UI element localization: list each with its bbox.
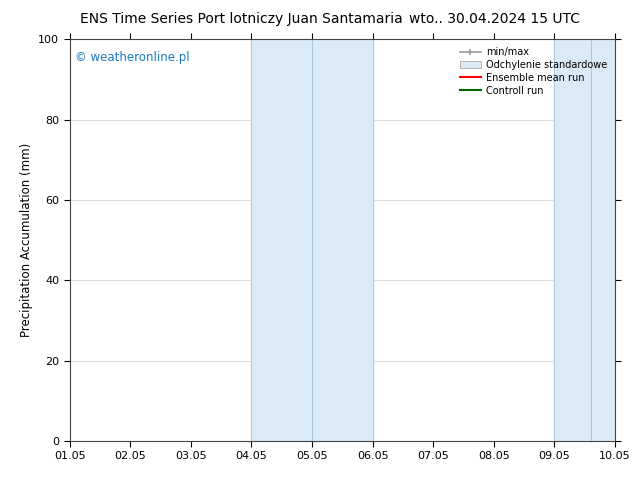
Legend: min/max, Odchylenie standardowe, Ensemble mean run, Controll run: min/max, Odchylenie standardowe, Ensembl… [456, 44, 610, 98]
Y-axis label: Precipitation Accumulation (mm): Precipitation Accumulation (mm) [20, 143, 33, 337]
Bar [252, 39, 373, 441]
Text: wto.. 30.04.2024 15 UTC: wto.. 30.04.2024 15 UTC [409, 12, 580, 26]
Bar [554, 39, 621, 441]
Text: ENS Time Series Port lotniczy Juan Santamaria: ENS Time Series Port lotniczy Juan Santa… [79, 12, 403, 26]
Text: © weatheronline.pl: © weatheronline.pl [75, 51, 190, 64]
